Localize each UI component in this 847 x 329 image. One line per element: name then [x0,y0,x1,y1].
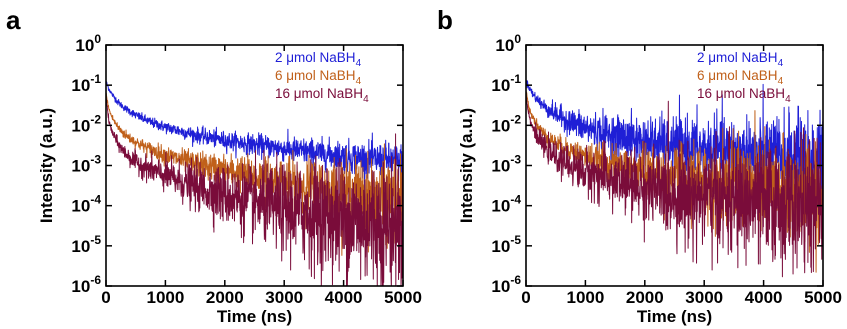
y-tick-label: 100 [75,32,101,55]
x-tick-label: 3000 [265,288,303,307]
x-axis-title: Time (ns) [217,307,292,326]
legend-entry: 6 μmol NaBH4 [275,68,362,87]
x-axis-title: Time (ns) [637,307,712,326]
legend-entry: 16 μmol NaBH4 [275,86,369,105]
y-tick-label: 10-5 [491,233,521,256]
y-axis-title: Intensity (a.u.) [457,108,476,223]
y-tick-label: 10-3 [71,153,101,176]
x-tick-label: 5000 [384,288,422,307]
y-tick-label: 10-1 [491,72,521,95]
y-tick-label: 10-1 [71,72,101,95]
x-tick-label: 4000 [745,288,783,307]
y-tick-label: 10-5 [71,233,101,256]
y-tick-label: 10-6 [71,273,101,296]
series-line-2 [106,98,403,286]
x-tick-label: 0 [101,288,110,307]
legend-entry: 16 μmol NaBH4 [697,86,791,105]
x-tick-label: 2000 [206,288,244,307]
legend-entry: 2 μmol NaBH4 [697,50,784,69]
panel-b: b 0 1000 2000 3000 4000 5000 100 10-1 10-2 10-3 10-… [437,5,842,326]
y-tick-label: 10-2 [71,112,101,135]
x-tick-label: 3000 [685,288,723,307]
y-tick-label: 10-2 [491,112,521,135]
series-line-2 [526,95,823,278]
panel-a: a 0 1000 2000 3000 4000 5000 100 10-1 10-2 10-3 10-… [6,5,422,326]
x-tick-label: 0 [521,288,530,307]
x-tick-label: 1000 [566,288,604,307]
series-line-0 [106,80,403,193]
panel-letter: a [6,5,21,35]
x-tick-label: 5000 [804,288,842,307]
x-tick-label: 4000 [325,288,363,307]
y-tick-label: 10-4 [491,193,521,216]
legend-entry: 6 μmol NaBH4 [697,68,784,87]
y-tick-label: 100 [495,32,521,55]
panel-letter: b [437,5,453,35]
y-tick-label: 10-4 [71,193,101,216]
y-tick-label: 10-6 [491,273,521,296]
series-line-0 [526,80,823,209]
x-tick-label: 2000 [626,288,664,307]
y-axis-title: Intensity (a.u.) [37,108,56,223]
x-tick-label: 1000 [146,288,184,307]
y-tick-label: 10-3 [491,153,521,176]
legend-entry: 2 μmol NaBH4 [275,50,362,69]
